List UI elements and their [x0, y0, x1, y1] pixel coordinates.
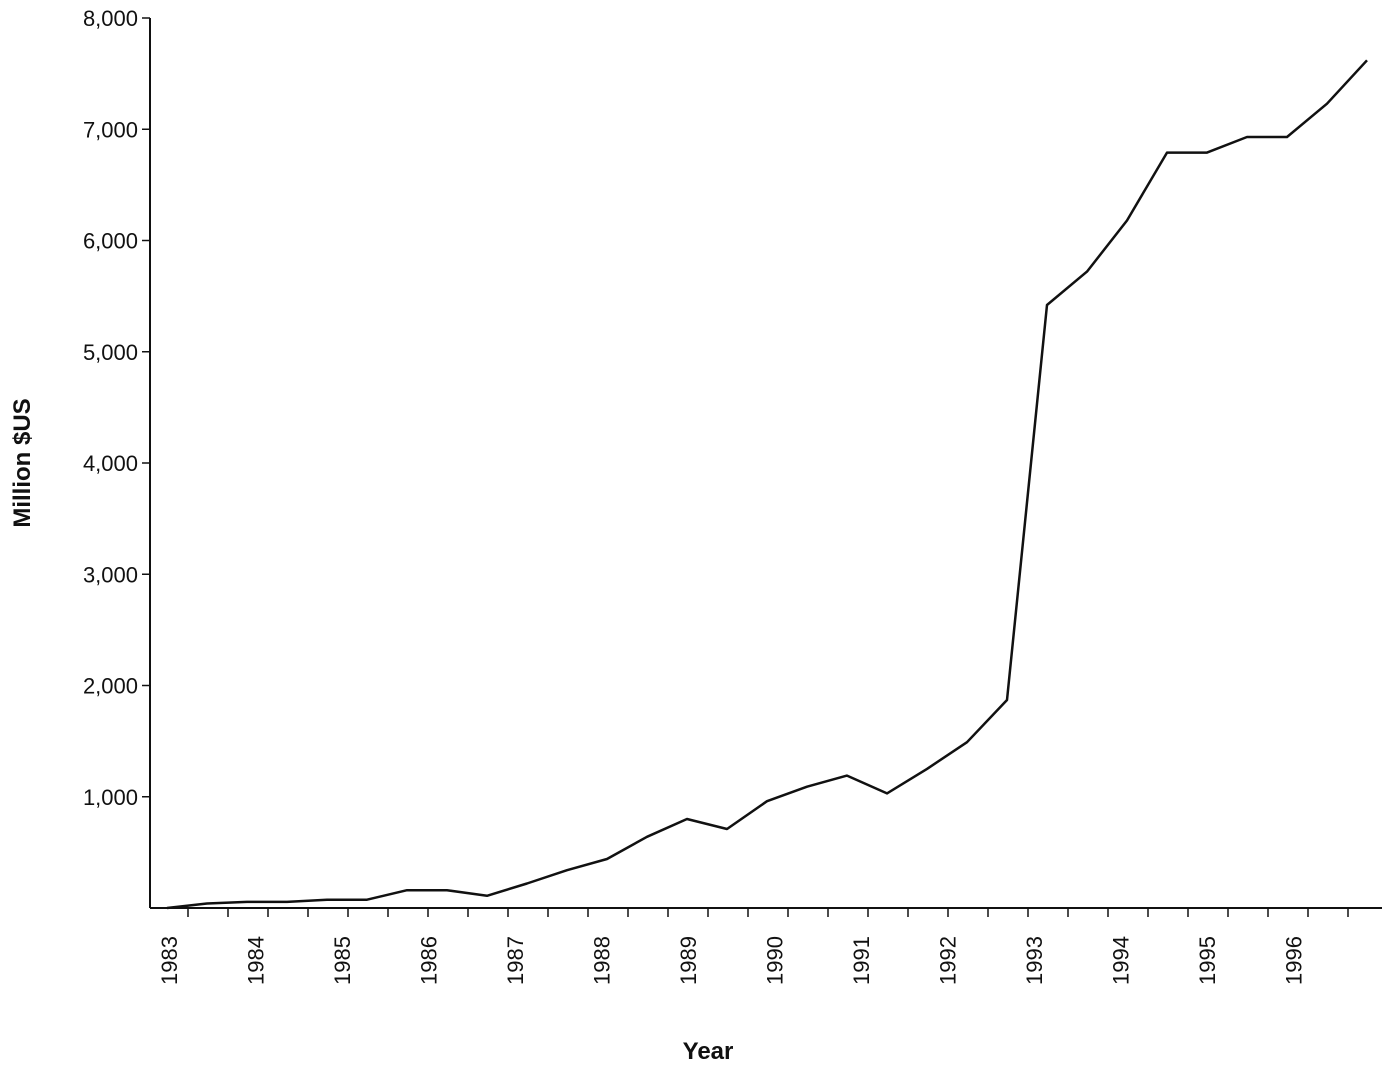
x-tick-label: 1996	[1282, 936, 1307, 985]
x-tick-label: 1989	[676, 936, 701, 985]
x-tick-label: 1990	[763, 936, 788, 985]
y-tick-label: 1,000	[83, 785, 138, 810]
x-tick-label: 1994	[1109, 936, 1134, 985]
x-tick-label: 1987	[503, 936, 528, 985]
y-tick-label: 6,000	[83, 229, 138, 254]
series-layer	[166, 59, 1368, 910]
x-tick-label: 1992	[936, 936, 961, 985]
x-tick-label: 1988	[590, 936, 615, 985]
x-axis: 1983 1984 1985 1986 1987 1988 1989 1990 1991 1992…	[150, 907, 1382, 985]
y-tick-label: 7,000	[83, 117, 138, 142]
y-tick-label: 3,000	[83, 562, 138, 587]
series-line	[166, 59, 1368, 910]
x-tick-label: 1986	[417, 936, 442, 985]
x-tick-label: 1993	[1022, 936, 1047, 985]
x-tick-label: 1995	[1195, 936, 1220, 985]
y-tick-label: 8,000	[83, 6, 138, 31]
y-tick-label: 5,000	[83, 340, 138, 365]
x-tick-label: 1984	[244, 936, 269, 985]
y-tick-label: 4,000	[83, 451, 138, 476]
x-axis-title: Year	[683, 1038, 734, 1065]
x-tick-label: 1983	[157, 936, 182, 985]
x-tick-label: 1991	[849, 936, 874, 985]
x-tick-label: 1985	[330, 936, 355, 985]
y-tick-label: 2,000	[83, 674, 138, 699]
y-axis: 1,000 2,000 3,000 4,000 5,000 6,000 7,000 8,000	[83, 6, 151, 908]
y-axis-title: Million $US	[9, 398, 36, 527]
